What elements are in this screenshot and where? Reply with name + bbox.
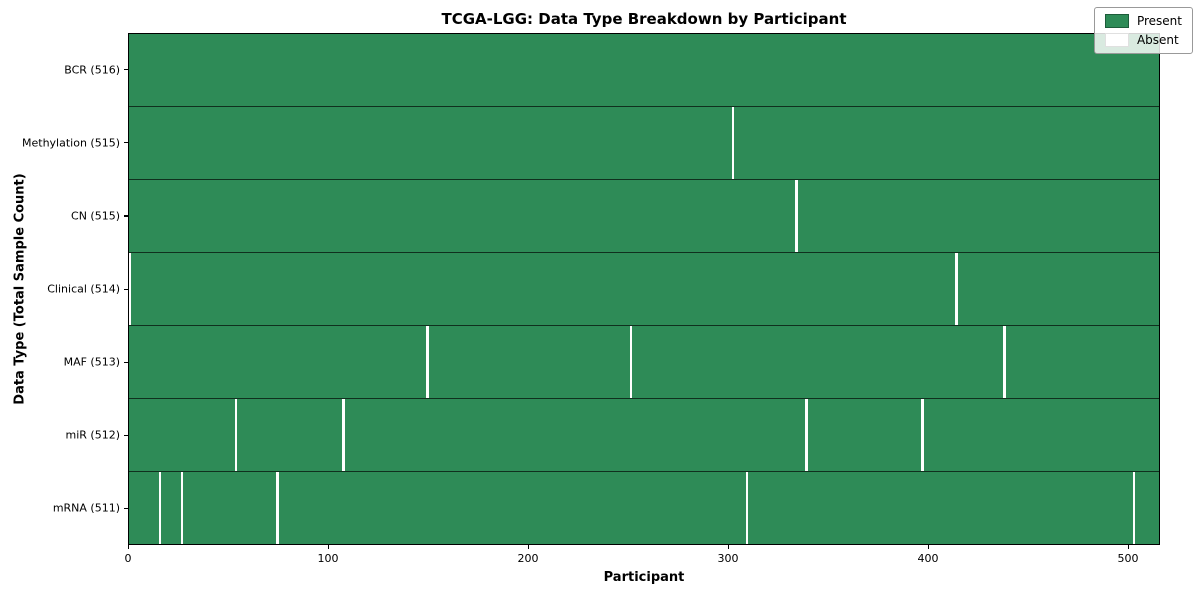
absent-swatch-icon — [1104, 33, 1129, 47]
x-tick-label: 200 — [517, 552, 539, 565]
x-tick-label: 0 — [124, 552, 132, 565]
y-axis-title: Data Type (Total Sample Count) — [12, 173, 28, 405]
absent-mark — [180, 472, 184, 544]
y-tick-label: miR (512) — [65, 428, 121, 442]
absent-mark — [426, 326, 429, 398]
chart-title: TCGA-LGG: Data Type Breakdown by Partici… — [441, 10, 847, 28]
y-tick-mark — [124, 507, 128, 510]
absent-mark — [955, 253, 958, 325]
heatmap-row-methylation — [129, 106, 1159, 179]
absent-mark — [158, 472, 162, 544]
heatmap-row-bcr — [129, 34, 1159, 106]
legend: Present Absent — [1093, 7, 1193, 54]
heatmap-row-mrna — [129, 471, 1159, 544]
x-tick-mark — [128, 545, 130, 549]
x-axis-title: Participant — [603, 570, 685, 585]
absent-mark — [745, 472, 749, 544]
absent-mark — [1132, 472, 1136, 544]
y-tick-mark — [124, 288, 128, 290]
legend-label-absent: Absent — [1136, 33, 1179, 47]
x-tick-mark — [728, 545, 730, 549]
absent-mark — [921, 399, 924, 471]
x-tick-label: 500 — [1117, 552, 1139, 565]
present-swatch-icon — [1104, 14, 1129, 28]
x-tick-label: 400 — [917, 552, 939, 565]
x-tick-mark — [328, 545, 330, 549]
y-tick-mark — [124, 434, 128, 436]
heatmap-row-clinical — [128, 252, 1159, 325]
legend-label-present: Present — [1136, 14, 1182, 28]
absent-mark — [805, 399, 808, 471]
heatmap-row-cn — [129, 179, 1159, 252]
y-tick-mark — [124, 215, 128, 217]
y-tick-label: Clinical (514) — [47, 282, 120, 296]
absent-mark — [731, 107, 735, 179]
legend-item-present: Present — [1104, 14, 1182, 28]
x-tick-mark — [1128, 545, 1130, 549]
absent-mark — [234, 399, 238, 471]
x-tick-mark — [528, 545, 530, 549]
absent-mark — [342, 399, 345, 471]
y-tick-mark — [124, 361, 128, 363]
y-tick-mark — [124, 142, 128, 144]
absent-mark — [1003, 326, 1006, 398]
heatmap-row-mir — [129, 398, 1159, 471]
y-tick-label: CN (515) — [71, 209, 120, 223]
absent-mark — [629, 326, 633, 398]
y-tick-label: mRNA (511) — [52, 501, 120, 515]
legend-item-absent: Absent — [1104, 33, 1182, 47]
x-tick-label: 300 — [717, 552, 739, 565]
y-tick-mark — [124, 69, 128, 71]
y-tick-label: MAF (513) — [63, 355, 120, 369]
absent-mark — [795, 180, 798, 252]
plot-area — [128, 33, 1160, 545]
absent-mark — [128, 253, 132, 325]
y-tick-label: Methylation (515) — [22, 136, 120, 150]
heatmap-row-maf — [129, 325, 1159, 398]
absent-mark — [276, 472, 279, 544]
x-tick-mark — [928, 545, 930, 549]
x-tick-label: 100 — [317, 552, 339, 565]
y-tick-label: BCR (516) — [64, 63, 120, 77]
